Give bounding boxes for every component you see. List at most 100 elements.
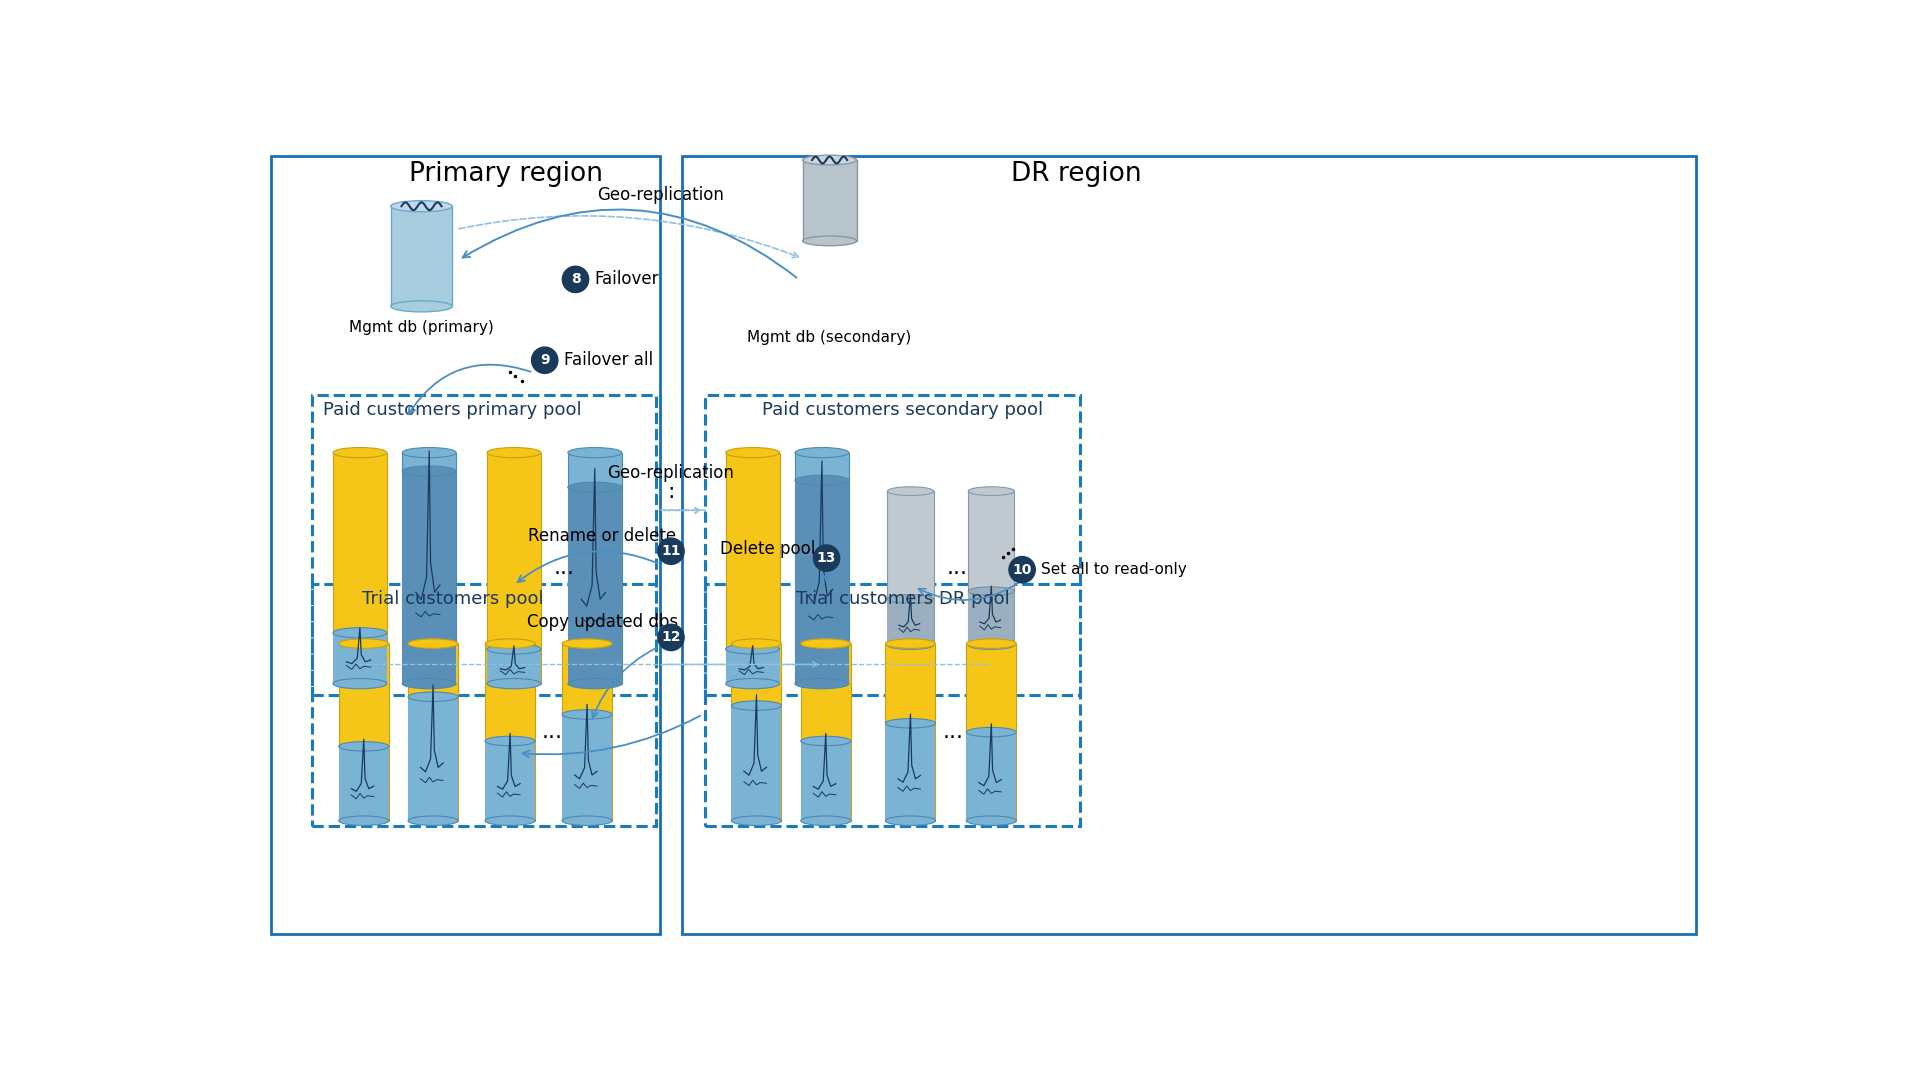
Ellipse shape (485, 639, 535, 648)
Circle shape (531, 347, 558, 374)
Bar (312, 395, 656, 695)
Text: ...: ... (947, 558, 968, 578)
Polygon shape (966, 644, 1016, 821)
Ellipse shape (732, 701, 782, 711)
Ellipse shape (562, 639, 612, 648)
Polygon shape (886, 724, 935, 821)
Text: ...: ... (554, 558, 575, 578)
Polygon shape (562, 644, 612, 821)
Polygon shape (408, 644, 458, 821)
Polygon shape (487, 649, 541, 684)
Ellipse shape (801, 737, 851, 745)
Text: Geo-replication: Geo-replication (596, 185, 723, 204)
Text: Geo-replication: Geo-replication (608, 464, 734, 481)
Polygon shape (968, 491, 1014, 645)
Ellipse shape (408, 693, 458, 701)
Polygon shape (968, 591, 1014, 645)
Text: Paid customers primary pool: Paid customers primary pool (322, 402, 581, 419)
Text: Primary region: Primary region (408, 160, 604, 187)
Text: Mgmt db (primary): Mgmt db (primary) (349, 320, 495, 335)
Bar (312, 584, 656, 826)
Ellipse shape (886, 718, 935, 728)
Polygon shape (886, 644, 935, 821)
Polygon shape (334, 633, 387, 684)
Text: 11: 11 (661, 544, 681, 558)
Ellipse shape (727, 679, 780, 689)
Ellipse shape (727, 644, 780, 654)
Ellipse shape (339, 639, 389, 648)
Ellipse shape (487, 448, 541, 458)
Polygon shape (485, 644, 535, 821)
Polygon shape (339, 644, 389, 821)
Polygon shape (487, 452, 541, 684)
Ellipse shape (801, 639, 851, 648)
Ellipse shape (334, 628, 387, 638)
Polygon shape (801, 741, 851, 821)
Ellipse shape (487, 644, 541, 654)
Text: 8: 8 (571, 272, 581, 286)
Polygon shape (403, 471, 456, 684)
Ellipse shape (803, 155, 857, 165)
Ellipse shape (727, 448, 780, 458)
Text: Failover all: Failover all (564, 351, 654, 369)
Polygon shape (727, 649, 780, 684)
Text: 9: 9 (541, 353, 550, 367)
Ellipse shape (334, 448, 387, 458)
Ellipse shape (408, 639, 458, 648)
Text: Set all to read-only: Set all to read-only (1041, 562, 1187, 577)
Ellipse shape (339, 816, 389, 825)
Ellipse shape (888, 595, 934, 603)
Ellipse shape (796, 679, 849, 689)
Polygon shape (966, 732, 1016, 821)
Ellipse shape (408, 816, 458, 825)
Text: 13: 13 (817, 551, 836, 565)
Ellipse shape (391, 200, 452, 212)
Ellipse shape (796, 448, 849, 458)
Bar (705, 395, 1079, 695)
Polygon shape (562, 714, 612, 821)
Ellipse shape (801, 816, 851, 825)
Ellipse shape (732, 816, 782, 825)
Polygon shape (803, 160, 857, 241)
Bar (682, 156, 1697, 934)
Text: Failover: Failover (594, 270, 659, 289)
Ellipse shape (487, 679, 541, 689)
Ellipse shape (886, 639, 935, 648)
Polygon shape (403, 452, 456, 684)
Ellipse shape (485, 737, 535, 745)
Circle shape (813, 544, 840, 572)
Ellipse shape (567, 679, 621, 689)
Text: DR region: DR region (1010, 160, 1141, 187)
Polygon shape (334, 452, 387, 684)
Polygon shape (796, 452, 849, 684)
Text: Copy updated dbs: Copy updated dbs (527, 613, 679, 631)
Text: 10: 10 (1012, 562, 1031, 576)
Ellipse shape (339, 742, 389, 751)
Ellipse shape (888, 641, 934, 649)
Polygon shape (391, 206, 452, 306)
Ellipse shape (888, 487, 934, 495)
Circle shape (658, 537, 684, 565)
Ellipse shape (567, 448, 621, 458)
Circle shape (658, 624, 684, 652)
Ellipse shape (403, 466, 456, 476)
Text: Trial customers DR pool: Trial customers DR pool (796, 590, 1010, 607)
Polygon shape (727, 452, 780, 684)
Ellipse shape (334, 679, 387, 689)
Polygon shape (732, 644, 782, 821)
Ellipse shape (391, 300, 452, 312)
Bar (272, 156, 659, 934)
Polygon shape (567, 452, 621, 684)
Polygon shape (339, 746, 389, 821)
Text: Paid customers secondary pool: Paid customers secondary pool (763, 402, 1043, 419)
Circle shape (562, 266, 589, 293)
Ellipse shape (968, 641, 1014, 649)
Ellipse shape (968, 587, 1014, 596)
Text: :: : (667, 481, 675, 502)
Ellipse shape (803, 236, 857, 246)
Text: Mgmt db (secondary): Mgmt db (secondary) (748, 330, 912, 345)
Polygon shape (485, 741, 535, 821)
Text: ...: ... (543, 723, 564, 742)
Polygon shape (888, 491, 934, 645)
Text: Delete pool: Delete pool (721, 540, 817, 558)
